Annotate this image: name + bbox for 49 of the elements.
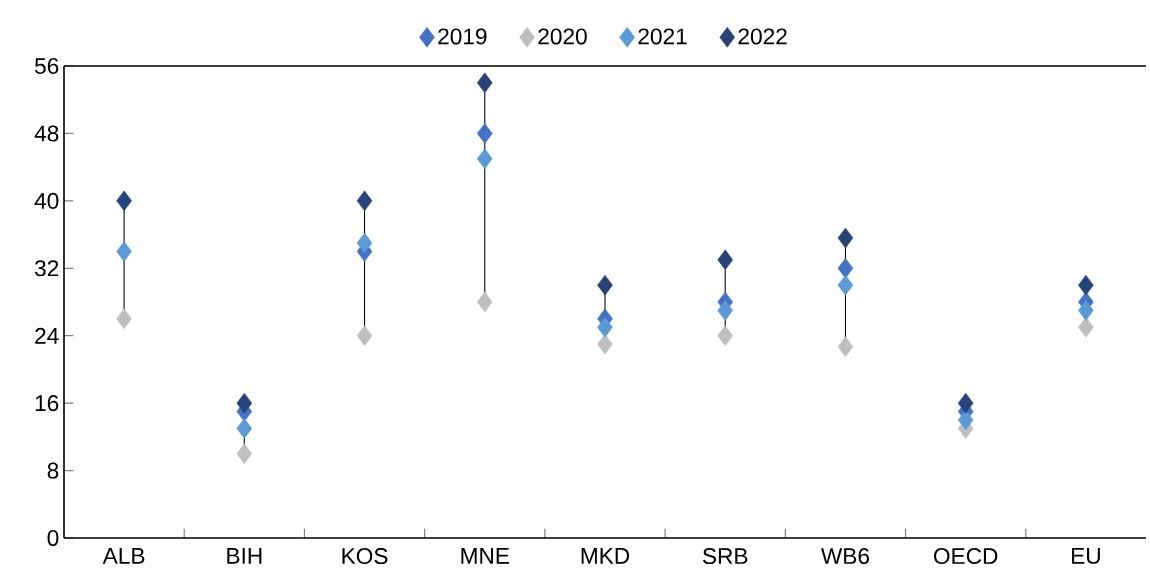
point: [1078, 300, 1094, 321]
point: [477, 148, 493, 169]
point: [837, 274, 854, 296]
legend-label: 2022: [738, 28, 787, 45]
point: [477, 291, 493, 313]
point: [116, 308, 132, 330]
x-tick-label: MNE: [461, 548, 509, 564]
point: [356, 232, 373, 254]
point: [597, 317, 613, 338]
point: [717, 249, 733, 271]
point: [236, 418, 253, 439]
point: [1078, 317, 1094, 338]
y-tick-label: 56: [34, 57, 59, 75]
point: [957, 392, 974, 414]
x-tick-label: BIH: [227, 548, 262, 564]
y-tick-label: 16: [35, 395, 59, 412]
point: [356, 190, 373, 212]
legend-label: 2019: [438, 28, 487, 45]
point: [236, 443, 253, 464]
point: [717, 325, 733, 346]
point: [116, 190, 132, 212]
y-tick-label: 40: [34, 192, 59, 209]
point: [597, 274, 613, 296]
point: [477, 123, 493, 144]
y-tick-label: 32: [34, 260, 59, 277]
y-tick-label: 24: [35, 327, 59, 344]
point: [837, 336, 854, 357]
point: [1078, 274, 1094, 296]
point: [477, 72, 493, 94]
point: [837, 227, 854, 249]
x-tick-label: ALB: [102, 548, 145, 564]
x-tick-label: SRB: [702, 548, 748, 565]
point: [356, 325, 373, 346]
legend-label: 2020: [538, 28, 587, 45]
x-tick-label: KOS: [342, 548, 388, 565]
point: [717, 300, 733, 321]
point: [957, 409, 974, 431]
y-tick-label: 0: [47, 529, 59, 547]
y-tick-label: 8: [47, 462, 59, 479]
point: [837, 258, 854, 279]
x-tick-label: OECD: [933, 548, 998, 565]
legend-label: 2021: [638, 28, 687, 45]
y-tick-label: 48: [34, 125, 59, 142]
x-tick-label: MKD: [581, 548, 630, 564]
point: [597, 333, 613, 355]
point: [236, 392, 253, 414]
x-tick-label: WB6: [820, 548, 870, 565]
x-tick-label: EU: [1072, 548, 1100, 564]
point: [116, 241, 132, 262]
